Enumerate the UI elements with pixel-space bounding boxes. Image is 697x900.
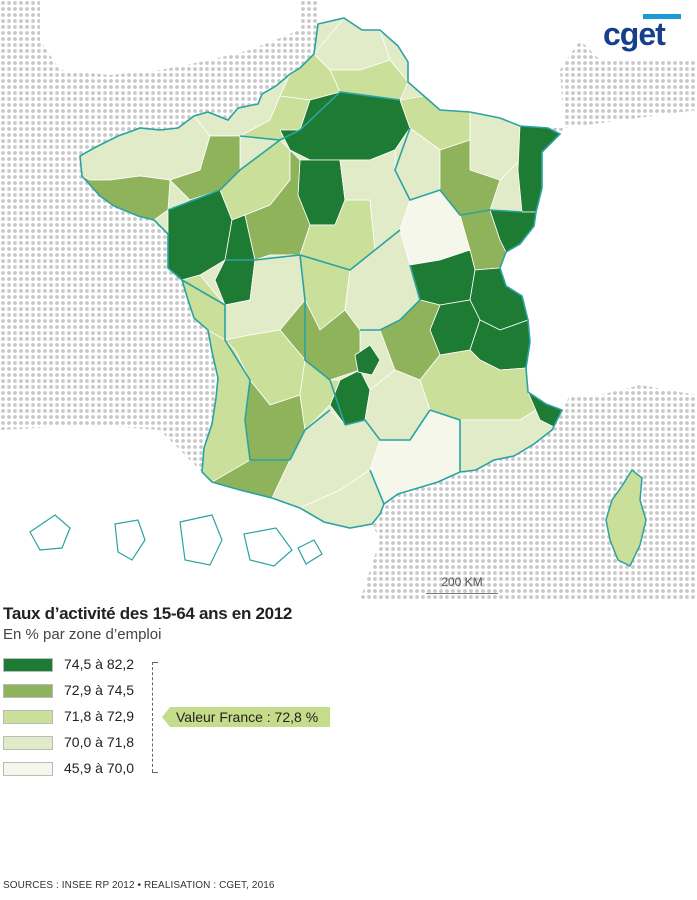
- legend-swatch: [3, 684, 53, 698]
- legend-item-1: 74,5 à 82,2: [3, 655, 203, 677]
- region-border: [394, 127, 523, 216]
- legend-label: 72,9 à 74,5: [64, 682, 135, 698]
- region-border: [225, 229, 401, 271]
- france-map: [0, 0, 697, 600]
- reference-value-label: Valeur France : 72,8 %: [176, 709, 319, 725]
- callout-arrow: [162, 707, 170, 727]
- neighbour-country-uk: [40, 0, 300, 75]
- logo-accent-bar: [643, 14, 681, 19]
- callout-box: [170, 707, 330, 727]
- region-border: [239, 91, 401, 141]
- island-2: [114, 519, 146, 561]
- legend-swatch: [3, 736, 53, 750]
- island-4: [243, 527, 293, 567]
- legend-label: 45,9 à 70,0: [64, 760, 135, 776]
- region-border: [360, 264, 421, 331]
- island-1: [29, 514, 71, 551]
- scale-line: [426, 593, 498, 594]
- cget-logo: cget: [603, 14, 681, 54]
- bracket-tick-top: [152, 662, 158, 663]
- region-border: [429, 409, 461, 472]
- legend-swatch: [3, 762, 53, 776]
- map-title: Taux d’activité des 15-64 ans en 2012: [3, 604, 293, 623]
- employment-zone: [354, 344, 381, 376]
- logo-text: cget: [603, 16, 666, 52]
- sources-credit: SOURCES : INSEE RP 2012 • REALISATION : …: [3, 880, 275, 891]
- region-border: [167, 139, 281, 211]
- legend-item-5: 45,9 à 70,0: [3, 759, 203, 781]
- corsica: [605, 468, 647, 568]
- neighbour-country-east: [500, 110, 697, 410]
- legend-swatch: [3, 710, 53, 724]
- legend-item-2: 72,9 à 74,5: [3, 681, 203, 703]
- legend-swatch: [3, 658, 53, 672]
- map-area: cget 200 KM: [0, 0, 697, 600]
- island-5: [297, 539, 323, 565]
- region-border: [181, 279, 290, 461]
- legend-bracket: [152, 662, 161, 772]
- region-border: [369, 469, 385, 505]
- region-border: [79, 17, 564, 529]
- legend-item-4: 70,0 à 71,8: [3, 733, 203, 755]
- legend-item-3: 71,8 à 72,9: [3, 707, 203, 729]
- legend-label: 70,0 à 71,8: [64, 734, 135, 750]
- legend-label: 74,5 à 82,2: [64, 656, 135, 672]
- bracket-tick-bottom: [152, 772, 158, 773]
- legend-label: 71,8 à 72,9: [64, 708, 135, 724]
- region-borders: [79, 17, 564, 529]
- region-border: [299, 254, 346, 426]
- region-border: [289, 409, 331, 461]
- map-subtitle: En % par zone d’emploi: [3, 626, 162, 643]
- scale-bar: 200 KM: [426, 575, 498, 594]
- neighbour-country-north: [318, 0, 697, 128]
- scale-label: 200 KM: [441, 575, 483, 589]
- region-border: [344, 409, 431, 441]
- island-3: [179, 514, 223, 566]
- employment-zones: [80, 18, 562, 528]
